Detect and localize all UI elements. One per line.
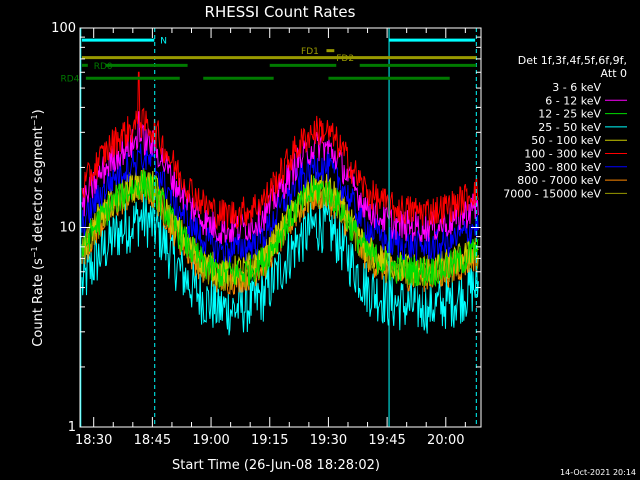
x-tick-label: 19:00 xyxy=(192,433,229,448)
y-tick-label: 1 xyxy=(68,420,76,435)
axes: 1 10 100 18:30 18:45 19:00 19:15 19:30 19:45 20:0… xyxy=(51,21,481,448)
x-tick-label: 18:45 xyxy=(134,433,171,448)
y-axis-label: Count Rate (s−1 detector segment−1) xyxy=(30,109,46,346)
timestamp: 14-Oct-2021 20:14 xyxy=(560,468,636,477)
legend-label: 7000 - 15000 keV xyxy=(503,187,601,200)
legend-header-line1: Det 1f,3f,4f,5f,6f,9f, xyxy=(518,54,627,67)
flag-label-n: N xyxy=(160,37,167,47)
y-tick-label: 10 xyxy=(59,221,76,236)
x-tick-label: 19:15 xyxy=(251,433,288,448)
x-tick-label: 18:30 xyxy=(75,433,112,448)
series-layer xyxy=(81,71,479,336)
series-line-5 xyxy=(81,71,479,231)
legend-label: 50 - 100 keV xyxy=(531,134,601,147)
legend: Det 1f,3f,4f,5f,6f,9f, Att 0 3 - 6 keV6 … xyxy=(503,54,627,200)
legend-label: 12 - 25 keV xyxy=(538,108,601,121)
chart-title: RHESSI Count Rates xyxy=(205,3,356,21)
legend-label: 25 - 50 keV xyxy=(538,121,601,134)
legend-label: 800 - 7000 keV xyxy=(517,174,601,187)
legend-header-line2: Att 0 xyxy=(601,67,627,80)
legend-label: 100 - 300 keV xyxy=(524,148,601,161)
x-tick-label: 20:00 xyxy=(427,433,464,448)
legend-label: 300 - 800 keV xyxy=(524,161,601,174)
series-line-2 xyxy=(81,169,479,289)
flag-label-fd1: FD1 xyxy=(301,47,319,57)
flag-label-fd2: FD2 xyxy=(336,54,354,64)
legend-label: 3 - 6 keV xyxy=(552,81,601,94)
flag-label-rd0: RD0 xyxy=(94,62,113,72)
flag-bars: N FD1 FD2 RD0 RD4 xyxy=(60,37,477,85)
x-tick-label: 19:45 xyxy=(368,433,405,448)
y-tick-label: 100 xyxy=(51,21,76,36)
flag-label-rd4: RD4 xyxy=(60,75,79,85)
x-axis-label: Start Time (26-Jun-08 18:28:02) xyxy=(172,458,380,473)
legend-label: 6 - 12 keV xyxy=(545,94,601,107)
x-tick-label: 19:30 xyxy=(310,433,347,448)
series-line-3 xyxy=(81,193,479,336)
